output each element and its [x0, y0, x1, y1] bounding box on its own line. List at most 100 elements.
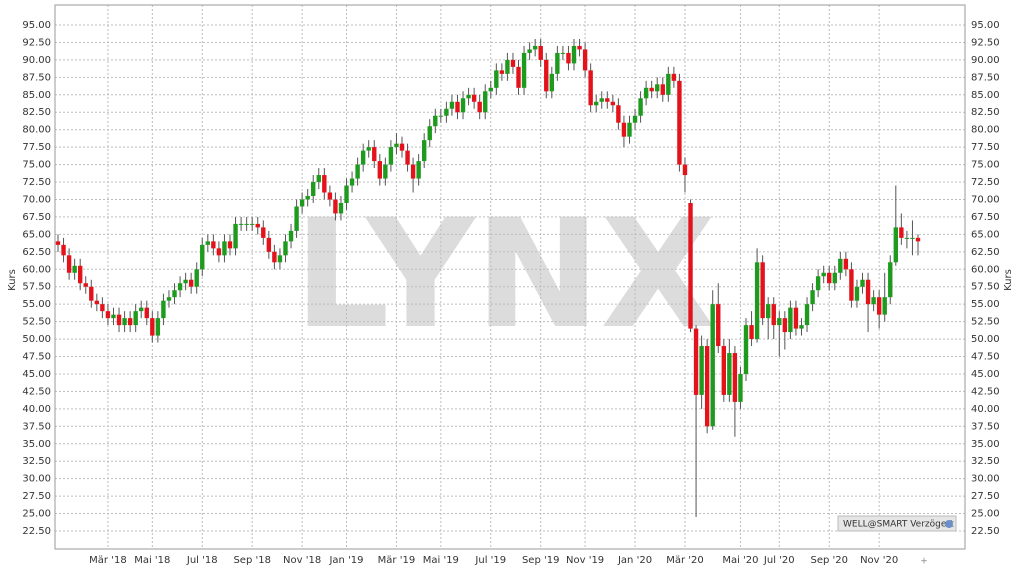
candle-body: [882, 297, 887, 315]
candle-body: [843, 258, 849, 270]
candle-body: [655, 84, 660, 92]
candle-body: [638, 98, 643, 116]
watermark: LYNX: [294, 188, 716, 362]
candle-body: [477, 101, 482, 113]
y-tick-label: 65.00: [22, 229, 51, 240]
y-tick-label: 32.50: [22, 456, 51, 467]
candle-body: [438, 115, 444, 117]
candle-body: [566, 52, 571, 64]
candle-body: [582, 49, 588, 71]
candle-body: [849, 269, 854, 301]
candle-body: [599, 98, 604, 102]
candle-body: [100, 304, 105, 312]
candle-body: [416, 161, 421, 179]
y-tick-label: 57.50: [22, 282, 51, 293]
candle-body: [211, 241, 216, 249]
candle-body: [876, 297, 882, 315]
candle-body: [194, 269, 199, 287]
candle-body: [838, 258, 843, 273]
candle-body: [821, 272, 826, 277]
y2-tick-label: 90.00: [971, 55, 1000, 66]
candle-body: [116, 314, 122, 326]
y2-tick-label: 77.50: [971, 142, 1000, 153]
source-badge-text: WELL@SMART Verzögert: [843, 520, 954, 530]
x-tick-label: Mär '19: [378, 555, 416, 566]
candle-body: [327, 192, 333, 200]
candle-body: [200, 244, 205, 270]
candle-body: [333, 199, 338, 214]
candle-body: [266, 237, 272, 252]
candle-body: [765, 304, 771, 319]
scroll-icon[interactable]: +: [920, 557, 928, 567]
candle-body: [444, 108, 449, 116]
candle-body: [494, 70, 499, 88]
candle-body: [394, 143, 399, 148]
y2-tick-label: 30.00: [971, 474, 1000, 485]
candle-body: [127, 318, 133, 326]
candle-body: [771, 304, 776, 326]
y2-tick-label: 57.50: [971, 282, 1000, 293]
candle-body: [344, 185, 349, 203]
x-tick-label: Mär '20: [666, 555, 704, 566]
candle-body: [488, 87, 493, 92]
candle-body: [688, 202, 693, 329]
y-tick-label: 67.50: [22, 212, 51, 223]
candle-body: [222, 241, 227, 256]
candle-body: [549, 73, 555, 92]
candle-body: [77, 265, 83, 284]
y-tick-label: 82.50: [22, 107, 51, 118]
y-tick-label: 70.00: [22, 194, 51, 205]
x-tick-label: Mai '20: [722, 555, 758, 566]
y2-tick-label: 75.00: [971, 160, 1000, 171]
y-tick-label: 35.00: [22, 439, 51, 450]
y-tick-label: 62.50: [22, 247, 51, 258]
candle-body: [544, 59, 549, 92]
y2-tick-label: 25.00: [971, 509, 1000, 520]
candle-body: [216, 248, 222, 256]
candle-body: [288, 230, 294, 242]
candle-body: [311, 182, 316, 196]
candle-body: [433, 115, 438, 127]
candle-body: [782, 318, 788, 333]
x-tick-label: Nov '20: [860, 555, 898, 566]
candle-body: [89, 286, 94, 301]
candle-body: [277, 255, 283, 263]
candle-body: [499, 70, 505, 74]
x-tick-label: Sep '20: [810, 555, 848, 566]
candle-body: [460, 98, 466, 113]
y2-tick-label: 55.00: [971, 299, 1000, 310]
x-tick-label: Nov '19: [566, 555, 604, 566]
candle-body: [704, 346, 710, 427]
y-tick-label: 60.00: [22, 264, 51, 275]
candle-body: [172, 290, 177, 298]
candle-body: [754, 262, 760, 340]
y-axis-label: Kurs: [7, 269, 18, 291]
candle-body: [133, 311, 138, 326]
candle-body: [699, 346, 704, 395]
candle-body: [616, 105, 621, 123]
candle-body: [233, 223, 238, 249]
y2-tick-label: 62.50: [971, 247, 1000, 258]
candle-body: [66, 255, 72, 273]
y-tick-label: 85.00: [22, 90, 51, 101]
x-tick-label: Nov '18: [283, 555, 321, 566]
candle-body: [150, 318, 155, 336]
candle-body: [727, 353, 732, 395]
candle-body: [111, 314, 116, 319]
y2-axis-label: Kurs: [1003, 269, 1014, 291]
y2-tick-label: 87.50: [971, 72, 1000, 83]
candle-body: [710, 304, 715, 427]
candle-body: [788, 307, 793, 333]
y2-tick-label: 92.50: [971, 37, 1000, 48]
candle-body: [83, 283, 88, 287]
candle-body: [421, 140, 427, 162]
candle-body: [466, 94, 471, 99]
y-tick-label: 92.50: [22, 37, 51, 48]
y-tick-label: 77.50: [22, 142, 51, 153]
candle-body: [588, 70, 593, 106]
candle-body: [793, 307, 799, 329]
candle-body: [527, 49, 532, 53]
x-tick-label: Jul '18: [186, 555, 218, 566]
candle-body: [483, 91, 488, 113]
